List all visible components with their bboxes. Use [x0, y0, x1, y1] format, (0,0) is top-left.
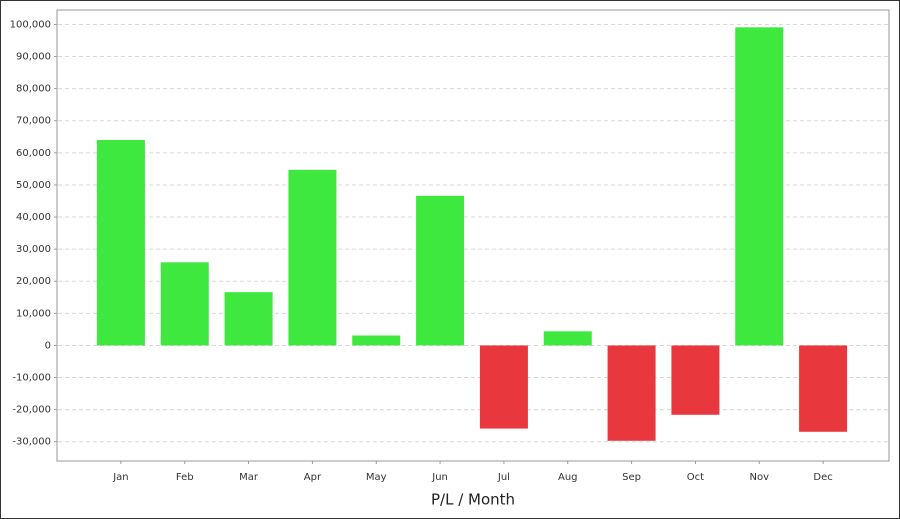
x-tick-label: Jun — [431, 472, 448, 483]
x-tick-label: Apr — [304, 472, 322, 483]
y-tick-label: 40,000 — [16, 212, 51, 223]
y-tick-label: 20,000 — [16, 276, 51, 287]
x-tick-label: Jan — [112, 472, 128, 483]
x-tick-label: Mar — [239, 472, 259, 483]
y-tick-label: 50,000 — [16, 180, 51, 191]
bar — [607, 345, 656, 441]
x-tick-label: Sep — [622, 472, 641, 483]
x-tick-label: May — [366, 472, 387, 483]
y-tick-label: 10,000 — [16, 308, 51, 319]
x-tick-label: Feb — [176, 472, 194, 483]
bar — [543, 331, 592, 346]
y-tick-label: 0 — [45, 340, 51, 351]
bar — [96, 140, 145, 346]
y-tick-label: -30,000 — [12, 437, 51, 448]
bar — [799, 345, 848, 432]
y-tick-label: 80,000 — [16, 84, 51, 95]
y-tick-label: -20,000 — [12, 405, 51, 416]
x-tick-label: Jul — [497, 472, 510, 483]
y-tick-label: 100,000 — [10, 19, 51, 30]
chart-title: P/L / Month — [431, 491, 515, 509]
x-tick-label: Dec — [813, 472, 832, 483]
bar — [160, 262, 209, 346]
y-tick-label: 60,000 — [16, 148, 51, 159]
bar — [479, 345, 528, 429]
bar — [352, 335, 401, 346]
bar — [671, 345, 720, 415]
y-tick-label: 70,000 — [16, 116, 51, 127]
x-tick-label: Aug — [558, 472, 578, 483]
bar — [288, 169, 337, 346]
y-tick-label: 90,000 — [16, 52, 51, 63]
y-tick-label: 30,000 — [16, 244, 51, 255]
x-tick-label: Nov — [749, 472, 769, 483]
y-tick-label: -10,000 — [12, 373, 51, 384]
bar — [224, 292, 273, 346]
bar — [416, 195, 465, 346]
x-tick-label: Oct — [687, 472, 704, 483]
bar — [735, 27, 784, 346]
